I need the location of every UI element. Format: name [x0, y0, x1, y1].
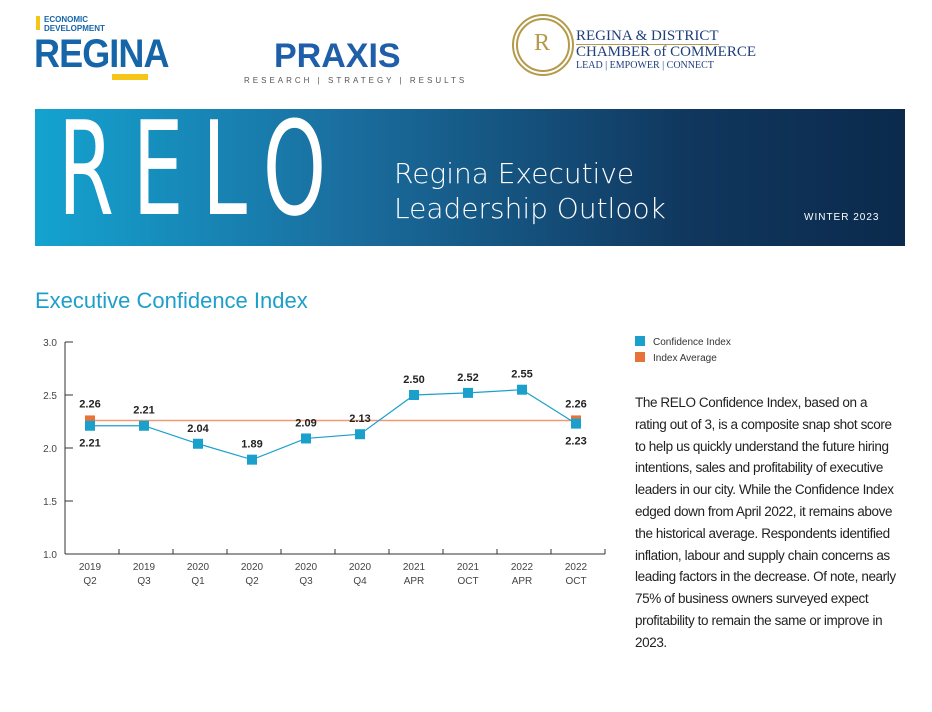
y-tick-label: 2.5	[43, 391, 57, 402]
x-tick-label: Q4	[353, 576, 367, 587]
average-data-label: 2.26	[565, 398, 586, 410]
confidence-line	[90, 389, 577, 461]
legend-swatch-average	[635, 352, 645, 362]
banner-subtitle-line2: Leadership Outlook	[394, 192, 666, 225]
praxis-logo: PRAXIS	[274, 37, 401, 75]
confidence-marker	[301, 433, 311, 444]
chamber-logo-emblem: R	[512, 14, 574, 76]
chamber-tagline: LEAD | EMPOWER | CONNECT	[576, 60, 714, 71]
y-tick-label: 1.5	[43, 497, 57, 508]
x-tick-label: 2021	[457, 562, 480, 573]
banner-season: WINTER 2023	[804, 212, 880, 223]
x-tick-label: 2022	[565, 562, 588, 573]
x-tick-label: Q2	[245, 576, 259, 587]
header-banner	[35, 109, 905, 246]
confidence-marker	[139, 420, 149, 431]
confidence-marker	[355, 429, 365, 440]
x-tick-label: 2022	[511, 562, 534, 573]
x-tick-label: 2020	[349, 562, 372, 573]
regina-logo-small-text: ECONOMIC DEVELOPMENT	[44, 15, 105, 33]
x-tick-label: 2019	[79, 562, 102, 573]
section-title: Executive Confidence Index	[35, 288, 308, 313]
confidence-marker	[247, 454, 257, 465]
confidence-marker	[517, 384, 527, 395]
legend-item-average: Index Average	[635, 352, 717, 364]
legend-swatch-confidence	[635, 336, 645, 346]
banner-title: RELO	[58, 93, 345, 245]
y-tick-label: 1.0	[43, 550, 57, 561]
average-marker	[85, 415, 95, 426]
x-tick-label: 2019	[133, 562, 156, 573]
regina-logo: REGINA	[34, 32, 170, 76]
confidence-marker	[85, 420, 95, 431]
confidence-marker	[463, 387, 473, 398]
legend-item-confidence: Confidence Index	[635, 336, 731, 348]
y-tick-label: 3.0	[43, 338, 57, 349]
regina-logo-underline	[112, 74, 148, 80]
praxis-tagline: RESEARCH | STRATEGY | RESULTS	[244, 76, 468, 85]
x-tick-label: Q1	[191, 576, 205, 587]
confidence-data-label: 2.23	[565, 436, 586, 448]
banner-subtitle-line1: Regina Executive	[394, 157, 635, 190]
x-tick-label: OCT	[457, 576, 478, 587]
x-tick-label: 2021	[403, 562, 426, 573]
confidence-data-label: 2.55	[511, 369, 532, 381]
chamber-name-line2: CHAMBER of COMMERCE	[576, 44, 757, 60]
x-tick-label: APR	[512, 576, 533, 587]
x-tick-label: 2020	[187, 562, 210, 573]
confidence-data-label: 2.50	[403, 374, 424, 386]
x-tick-label: Q3	[299, 576, 313, 587]
confidence-data-label: 2.52	[457, 372, 478, 384]
confidence-marker	[193, 438, 203, 449]
confidence-data-label: 2.13	[349, 413, 370, 425]
legend-label: Index Average	[653, 353, 717, 364]
x-tick-label: 2020	[241, 562, 264, 573]
legend-label: Confidence Index	[653, 337, 731, 348]
y-tick-label: 2.0	[43, 444, 57, 455]
x-tick-label: OCT	[565, 576, 586, 587]
regina-logo-bar	[36, 16, 40, 30]
confidence-marker	[571, 418, 581, 429]
confidence-data-label: 1.89	[241, 439, 262, 451]
x-tick-label: Q2	[83, 576, 97, 587]
x-tick-label: APR	[404, 576, 425, 587]
confidence-marker	[409, 390, 419, 400]
confidence-data-label: 2.04	[187, 423, 209, 435]
x-tick-label: Q3	[137, 576, 151, 587]
description-text: The RELO Confidence Index, based on a ra…	[635, 395, 896, 650]
x-tick-label: 2020	[295, 562, 318, 573]
average-data-label: 2.26	[79, 398, 100, 410]
confidence-data-label: 2.21	[79, 438, 100, 450]
confidence-data-label: 2.09	[295, 417, 316, 429]
chamber-name-line1: REGINA & DISTRICT	[576, 28, 719, 45]
confidence-data-label: 2.21	[133, 405, 154, 417]
